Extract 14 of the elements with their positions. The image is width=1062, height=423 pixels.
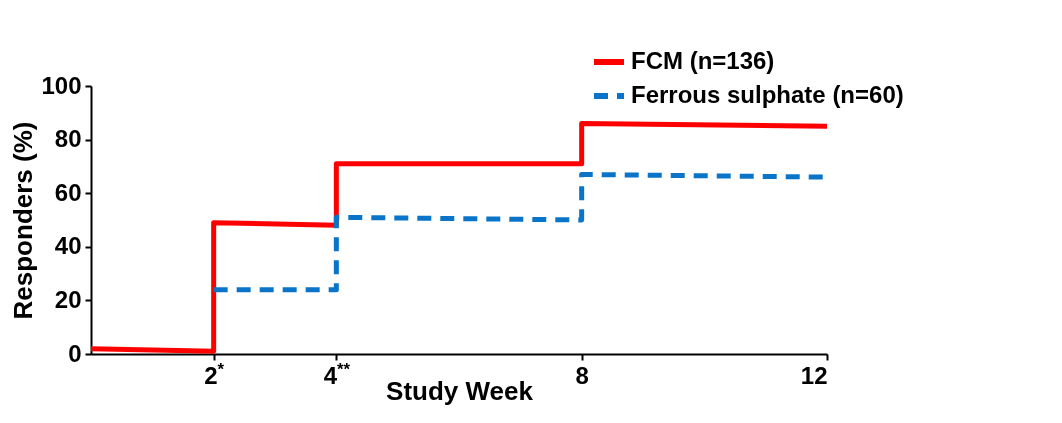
- y-tick-label: 80: [54, 125, 82, 153]
- x-tick-label: 12: [800, 361, 828, 389]
- x-tick-label: 8: [575, 361, 589, 389]
- legend-label: FCM (n=136): [631, 47, 775, 74]
- y-tick-label: 100: [41, 71, 82, 99]
- x-tick-label: 2$^{*}$: [204, 359, 225, 389]
- y-tick-label: 0: [68, 339, 82, 367]
- y-axis-title: Responders (%): [8, 121, 39, 320]
- x-axis-title: Study Week: [386, 375, 534, 406]
- x-tick-label: 4$^{**}$: [323, 359, 351, 389]
- legend-label: Ferrous sulphate (n=60): [631, 81, 904, 108]
- y-tick-label: 20: [54, 285, 82, 313]
- y-tick-label: 60: [54, 178, 82, 206]
- y-tick-label: 40: [54, 232, 82, 260]
